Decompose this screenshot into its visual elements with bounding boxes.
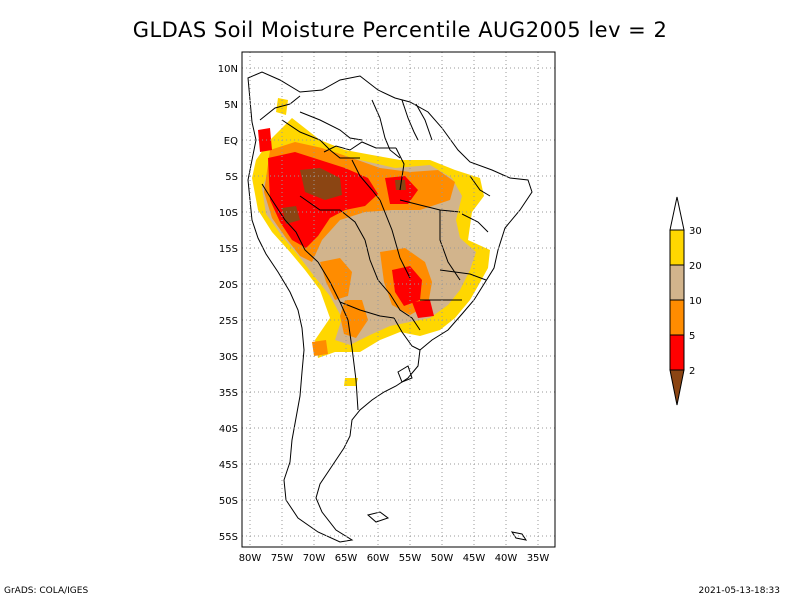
colorbar-label: 20 <box>689 261 702 272</box>
longitude-labels: 80W 75W 70W 65W 60W 55W 50W 45W 40W 35W <box>239 553 550 564</box>
lat-label: 10S <box>219 208 238 219</box>
footer-credit: GrADS: COLA/IGES <box>4 586 89 596</box>
colorbar-segment-5-10 <box>669 299 685 336</box>
lat-label: 30S <box>219 352 238 363</box>
lon-label: 45W <box>463 553 486 564</box>
lon-label: 40W <box>495 553 518 564</box>
lat-lon-grid <box>242 52 555 547</box>
lon-label: 55W <box>399 553 422 564</box>
lat-label: 10N <box>218 64 238 75</box>
colorbar-label: 2 <box>689 366 695 377</box>
colorbar-label: 10 <box>689 296 702 307</box>
lat-label: 45S <box>219 460 238 471</box>
lat-label: 35S <box>219 388 238 399</box>
lat-label: 55S <box>219 532 238 543</box>
footer-timestamp: 2021-05-13-18:33 <box>698 586 781 596</box>
map-title: GLDAS Soil Moisture Percentile AUG2005 l… <box>132 18 668 42</box>
colorbar-label: 5 <box>689 331 695 342</box>
lon-label: 50W <box>431 553 454 564</box>
colorbar-bottom-arrow <box>669 369 685 406</box>
lat-label: 25S <box>219 316 238 327</box>
lat-label: 20S <box>219 280 238 291</box>
lon-label: 35W <box>527 553 550 564</box>
lat-label: 50S <box>219 496 238 507</box>
colorbar-segment-20-30 <box>669 229 685 266</box>
lon-label: 70W <box>303 553 326 564</box>
colorbar-segment-10-20 <box>669 264 685 301</box>
lat-label: 5S <box>225 172 238 183</box>
lat-label: 40S <box>219 424 238 435</box>
latitude-labels: 10N 5N EQ 5S 10S 15S 20S 25S 30S 35S 40S… <box>218 64 238 543</box>
colorbar-top-arrow <box>669 196 685 231</box>
lat-label: 5N <box>224 100 238 111</box>
colorbar-segment-2-5 <box>669 334 685 371</box>
lat-label: 15S <box>219 244 238 255</box>
colorbar-legend: 30 20 10 5 2 <box>669 196 702 406</box>
lat-label: EQ <box>224 136 238 147</box>
lon-label: 60W <box>367 553 390 564</box>
lon-label: 75W <box>271 553 294 564</box>
coastlines-and-borders <box>247 71 533 543</box>
colorbar-label: 30 <box>689 226 702 237</box>
lon-label: 65W <box>335 553 358 564</box>
lon-label: 80W <box>239 553 262 564</box>
